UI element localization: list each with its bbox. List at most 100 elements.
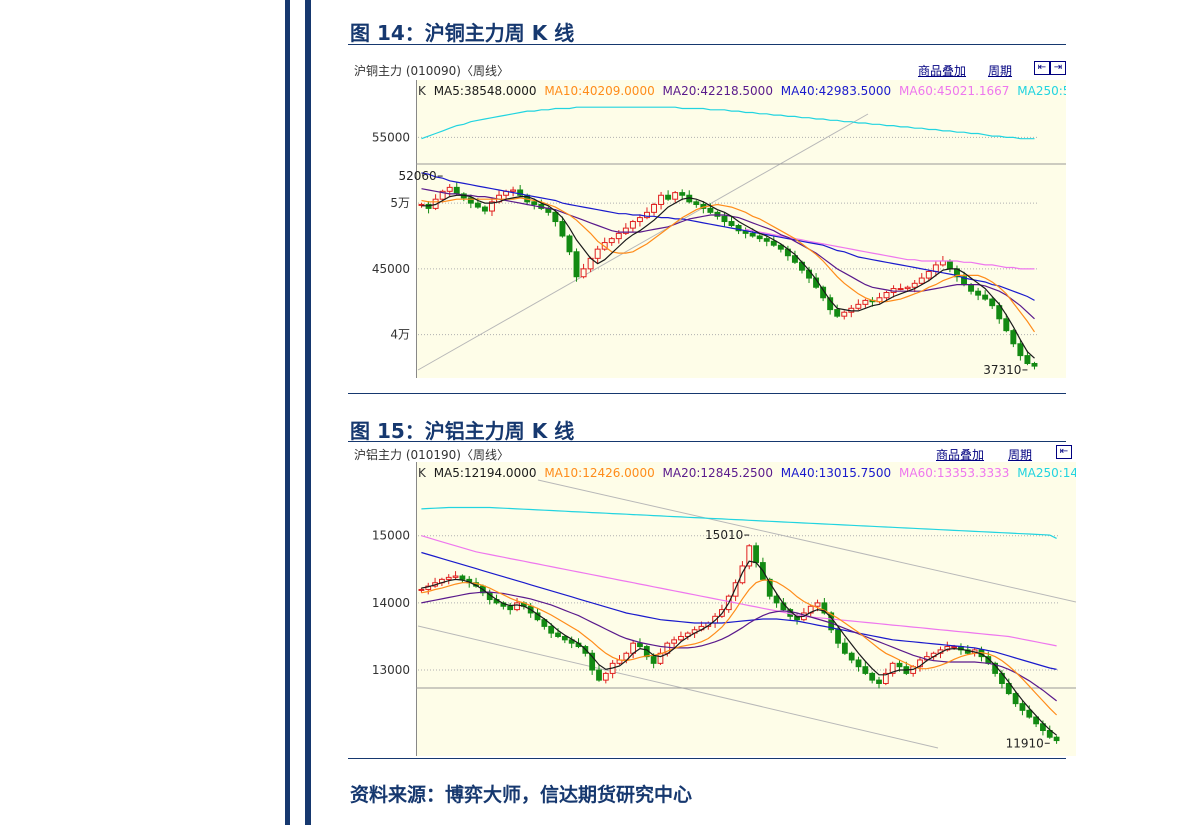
- y-tick-label: 55000: [372, 130, 410, 144]
- candle-body: [911, 282, 918, 288]
- candle-body: [548, 625, 555, 634]
- price-annotation: 11910: [1006, 736, 1044, 750]
- source-note: 资料来源：博弈大师，信达期货研究中心: [350, 784, 693, 806]
- candle-body: [693, 201, 700, 205]
- chart-toolbar: 沪铝主力 (010190)〈周线〉 商品叠加 周期 ⇤: [348, 442, 1076, 464]
- candle-body: [453, 186, 460, 195]
- candle-body: [573, 251, 580, 278]
- ma40-label: MA40:42983.5000: [780, 84, 892, 98]
- candle-body: [721, 215, 728, 223]
- overlay-commodity-button[interactable]: 商品叠加: [936, 448, 985, 462]
- candle-body: [1012, 693, 1019, 705]
- ma60-label: MA60:13353.3333: [899, 466, 1010, 480]
- candle-body: [644, 211, 650, 219]
- candle-body: [1003, 318, 1010, 332]
- y-tick-label: 14000: [372, 596, 410, 610]
- y-tick-label: 4万: [390, 328, 410, 342]
- candle-body: [882, 672, 889, 684]
- ma10-label: MA10:40209.0000: [544, 84, 655, 98]
- candle-body: [657, 652, 664, 664]
- candle-body: [876, 679, 882, 684]
- ma250-line: [421, 106, 1035, 140]
- title-rule: [348, 44, 1066, 45]
- candle-body: [932, 264, 939, 272]
- nav-right-icon[interactable]: ⇥: [1050, 61, 1066, 75]
- ma-prefix: K: [418, 84, 426, 98]
- candle-body: [650, 656, 657, 664]
- candle-body: [594, 248, 601, 259]
- candle-body: [862, 299, 869, 305]
- candle-body: [766, 578, 773, 597]
- ma5-line: [421, 194, 1035, 359]
- candle-body: [555, 632, 561, 637]
- ma250-label: MA250:14956: [1017, 466, 1076, 480]
- candle-body: [1017, 343, 1024, 357]
- candle-body: [770, 240, 777, 246]
- copper-kline-svg: 55000 5万 45000 4万 52060 37310: [372, 106, 1066, 377]
- ma20-line: [421, 188, 1035, 320]
- candle-body: [814, 602, 821, 607]
- ma10-label: MA10:12426.0000: [544, 466, 655, 480]
- nav-left-icon[interactable]: ⇤: [1056, 445, 1072, 459]
- candle-body: [855, 659, 862, 668]
- candle-body: [559, 221, 566, 237]
- ma5-label: MA5:38548.0000: [433, 84, 537, 98]
- panel-rule: [348, 393, 1066, 394]
- candle-body: [707, 207, 714, 213]
- candle-body: [580, 268, 587, 278]
- candle-body: [596, 669, 602, 681]
- ma60-label: MA60:45021.1667: [899, 84, 1010, 98]
- candle-body: [445, 576, 452, 580]
- ma5-line: [421, 560, 1057, 736]
- y-tick-label: 15000: [372, 529, 410, 543]
- candle-body: [446, 186, 453, 192]
- ma20-label: MA20:12845.2500: [662, 466, 773, 480]
- right-frame-bar: [305, 0, 311, 825]
- candle-body: [507, 605, 514, 611]
- candle-body: [459, 575, 466, 580]
- candle-body: [918, 277, 925, 284]
- candle-body: [821, 602, 828, 614]
- candle-body: [474, 202, 481, 208]
- candle-body: [883, 292, 890, 299]
- ma40-line: [421, 172, 1035, 301]
- ma-legend: K MA5:12194.0000 MA10:12426.0000 MA20:12…: [418, 466, 1076, 480]
- figure-14-title: 图 14：沪铜主力周 K 线: [350, 21, 575, 45]
- candle-body: [889, 662, 896, 674]
- candle-body: [1010, 330, 1017, 345]
- candle-body: [862, 666, 869, 674]
- aluminum-plot-area: [416, 462, 1076, 756]
- candle-body: [514, 602, 520, 611]
- figure-15-title: 图 15：沪铝主力周 K 线: [350, 419, 575, 443]
- candle-body: [629, 221, 636, 229]
- instrument-label: 沪铝主力 (010190)〈周线〉: [354, 448, 509, 462]
- candle-body: [552, 211, 559, 223]
- candle-body: [975, 290, 982, 296]
- candle-body: [589, 652, 596, 671]
- candle-body: [1026, 709, 1033, 718]
- period-button[interactable]: 周期: [1008, 448, 1033, 462]
- candle-body: [678, 635, 684, 641]
- candle-body: [467, 197, 474, 204]
- candle-body: [855, 303, 862, 309]
- candle-body: [1033, 716, 1039, 725]
- candle-body: [679, 192, 686, 196]
- candle-body: [834, 309, 841, 317]
- ma250-line: [421, 506, 1057, 539]
- candle-body: [946, 260, 953, 270]
- ma10-line: [421, 579, 1058, 716]
- period-button[interactable]: 周期: [988, 64, 1013, 78]
- ma5-label: MA5:12194.0000: [433, 466, 537, 480]
- nav-left-icon[interactable]: ⇤: [1034, 61, 1050, 75]
- candle-body: [753, 545, 759, 564]
- trend-line: [537, 479, 1076, 603]
- candle-body: [636, 217, 643, 223]
- candle-body: [944, 646, 951, 651]
- instrument-label: 沪铜主力 (010090)〈周线〉: [354, 64, 509, 78]
- y-tick-label: 13000: [372, 663, 410, 677]
- panel-rule: [348, 758, 1066, 759]
- overlay-commodity-button[interactable]: 商品叠加: [918, 64, 967, 78]
- candle-body: [432, 198, 439, 209]
- candle-body: [982, 294, 989, 300]
- candle-body: [608, 238, 615, 244]
